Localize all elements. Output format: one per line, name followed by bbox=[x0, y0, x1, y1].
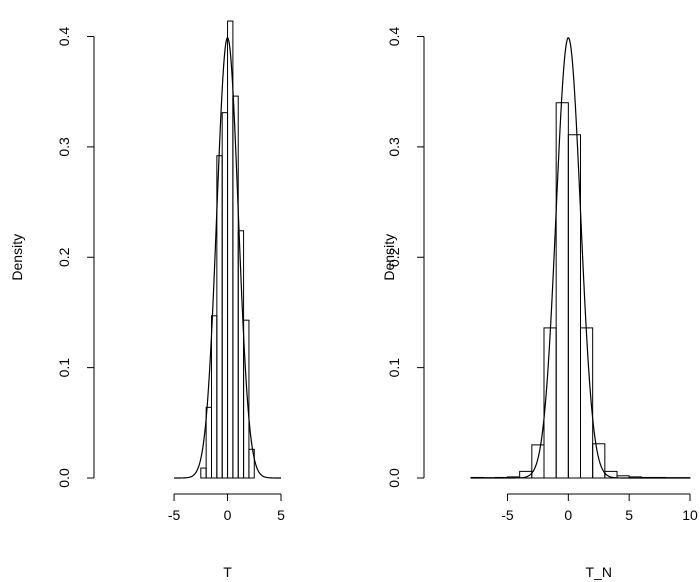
normal-density-curve bbox=[174, 36, 281, 479]
x-tick-label: 5 bbox=[625, 507, 633, 523]
histogram-bar bbox=[567, 134, 582, 479]
x-tick-label: 10 bbox=[682, 507, 698, 523]
y-tick-label: 0.4 bbox=[386, 27, 402, 47]
x-tick-label: -5 bbox=[168, 507, 181, 523]
histogram-bar bbox=[592, 443, 606, 479]
y-tick-label: 0.3 bbox=[56, 137, 72, 157]
y-axis-title: Density bbox=[381, 234, 397, 281]
x-tick-label: 0 bbox=[564, 507, 572, 523]
left-histogram-panel: -5 0 5 T 0.0 0.1 0.2 0.3 0.4 Density bbox=[9, 20, 285, 580]
histogram-bar bbox=[227, 20, 234, 479]
y-tick-label: 0.2 bbox=[56, 247, 72, 267]
y-tick-label: 0.0 bbox=[386, 468, 402, 488]
histogram-bar bbox=[211, 315, 218, 479]
y-tick-label: 0.1 bbox=[386, 358, 402, 378]
y-tick-label: 0.1 bbox=[56, 358, 72, 378]
y-tick-label: 0.3 bbox=[386, 137, 402, 157]
x-axis-title: T_N bbox=[586, 564, 612, 580]
y-tick-label: 0.4 bbox=[56, 27, 72, 47]
right-histogram-panel: -5 0 5 10 T_N 0.0 0.1 0.2 0.3 0.4 Density bbox=[381, 27, 698, 580]
x-tick-label: 5 bbox=[277, 507, 285, 523]
histogram-bar bbox=[205, 406, 212, 479]
histogram-bar bbox=[248, 448, 255, 479]
y-axis-title: Density bbox=[9, 234, 25, 281]
x-axis-title: T bbox=[223, 564, 232, 580]
histogram-bar bbox=[531, 444, 545, 479]
x-tick-label: 0 bbox=[224, 507, 232, 523]
histogram-bar bbox=[243, 319, 250, 479]
histogram-bar bbox=[221, 112, 229, 479]
y-tick-label: 0.0 bbox=[56, 468, 72, 488]
histogram-bar bbox=[200, 467, 207, 479]
x-tick-label: -5 bbox=[501, 507, 514, 523]
histogram-bar bbox=[604, 470, 618, 479]
normal-density-curve bbox=[471, 37, 690, 479]
y-tick-label: 0.2 bbox=[386, 247, 402, 267]
